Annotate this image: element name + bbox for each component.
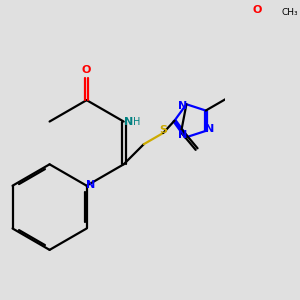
Text: N: N bbox=[124, 116, 134, 127]
Text: O: O bbox=[82, 64, 91, 75]
Text: N: N bbox=[86, 180, 95, 190]
Text: S: S bbox=[159, 125, 167, 135]
Text: N: N bbox=[178, 130, 187, 140]
Text: N: N bbox=[178, 101, 187, 111]
Text: N: N bbox=[205, 124, 214, 134]
Text: O: O bbox=[253, 5, 262, 15]
Text: H: H bbox=[133, 116, 141, 127]
Text: CH₃: CH₃ bbox=[282, 8, 298, 17]
